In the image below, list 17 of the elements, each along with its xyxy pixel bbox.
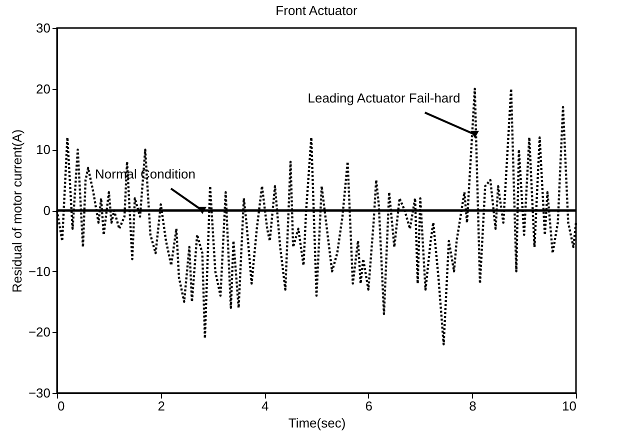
y-tick-label: −10: [28, 264, 50, 279]
y-axis-title: Residual of motor current(A): [9, 129, 24, 293]
x-tick-label: 2: [158, 398, 165, 414]
y-tick-label: 0: [43, 203, 50, 218]
y-tick-label: 30: [36, 20, 50, 36]
y-tick-label: 10: [36, 142, 50, 158]
annotation: Leading Actuator Fail-hard: [308, 90, 460, 106]
chart-title: Front Actuator: [276, 3, 358, 18]
y-tick-label: 20: [36, 81, 50, 96]
x-axis-title: Time(sec): [288, 416, 346, 430]
x-tick-label: 0: [58, 398, 65, 414]
x-tick-label: 8: [469, 398, 476, 414]
x-tick-label: 4: [261, 398, 269, 414]
x-tick-label: 6: [365, 398, 373, 414]
y-tick-label: −30: [28, 386, 50, 400]
x-tick-label: 10: [562, 398, 576, 414]
y-tick-label: −20: [28, 324, 50, 340]
